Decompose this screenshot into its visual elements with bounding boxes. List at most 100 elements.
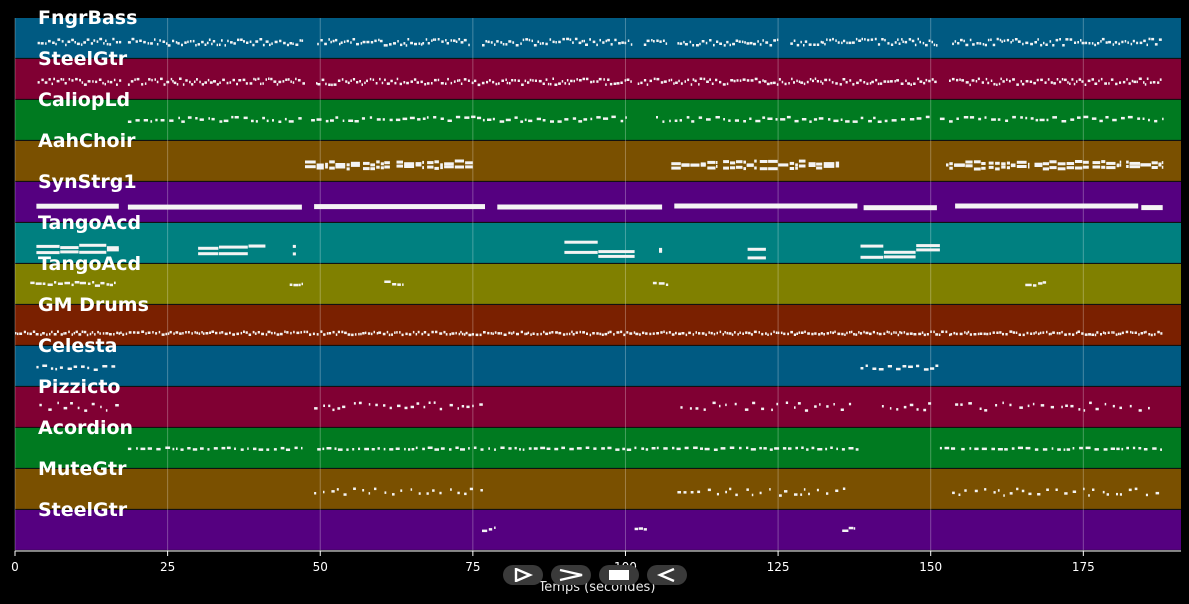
fast-forward-button[interactable] bbox=[551, 565, 591, 585]
note bbox=[90, 42, 93, 45]
note bbox=[42, 282, 46, 285]
note bbox=[358, 447, 361, 451]
note bbox=[295, 77, 297, 81]
note bbox=[42, 332, 45, 335]
note bbox=[790, 42, 793, 45]
note bbox=[825, 447, 828, 451]
note bbox=[455, 446, 459, 449]
note bbox=[917, 37, 919, 41]
note bbox=[1028, 162, 1030, 166]
note bbox=[404, 406, 408, 410]
note bbox=[1006, 38, 1010, 42]
note bbox=[593, 447, 597, 450]
note bbox=[94, 333, 96, 336]
note bbox=[996, 83, 998, 86]
note bbox=[705, 333, 707, 336]
note bbox=[453, 80, 456, 83]
note bbox=[316, 333, 319, 336]
note bbox=[420, 80, 423, 84]
note bbox=[213, 447, 218, 450]
note bbox=[938, 333, 941, 336]
note bbox=[652, 332, 655, 335]
note bbox=[896, 367, 901, 371]
note bbox=[887, 365, 892, 368]
note bbox=[44, 81, 48, 84]
note bbox=[1126, 160, 1129, 164]
note bbox=[209, 81, 213, 84]
note bbox=[1153, 333, 1156, 336]
note bbox=[816, 43, 820, 46]
note bbox=[1148, 118, 1150, 122]
note bbox=[1160, 448, 1162, 451]
note bbox=[1030, 42, 1033, 46]
note bbox=[443, 330, 446, 334]
note bbox=[1091, 42, 1094, 45]
note bbox=[877, 120, 882, 123]
note bbox=[791, 77, 793, 81]
note bbox=[246, 41, 249, 44]
note bbox=[53, 77, 55, 81]
note bbox=[974, 489, 978, 493]
note bbox=[735, 39, 739, 42]
note bbox=[699, 77, 703, 80]
note bbox=[262, 116, 265, 120]
note bbox=[501, 79, 504, 82]
note bbox=[328, 83, 331, 86]
note bbox=[84, 409, 88, 412]
note bbox=[427, 165, 434, 169]
note bbox=[161, 333, 165, 336]
note bbox=[704, 447, 710, 451]
note bbox=[48, 408, 52, 411]
note bbox=[767, 117, 773, 120]
note bbox=[975, 80, 978, 83]
note bbox=[808, 43, 812, 46]
note bbox=[406, 81, 409, 85]
note bbox=[788, 447, 792, 450]
note bbox=[798, 159, 806, 163]
note bbox=[95, 80, 98, 84]
note bbox=[492, 117, 495, 121]
note bbox=[561, 446, 565, 450]
note bbox=[57, 330, 59, 333]
note bbox=[596, 332, 599, 335]
rewind-button[interactable] bbox=[647, 565, 687, 585]
note bbox=[793, 333, 796, 336]
note bbox=[422, 166, 424, 170]
note bbox=[1018, 333, 1021, 336]
note bbox=[529, 78, 532, 82]
note bbox=[286, 43, 289, 47]
note bbox=[1019, 406, 1023, 409]
note bbox=[706, 80, 709, 83]
track-notes bbox=[36, 240, 940, 260]
note bbox=[816, 166, 823, 170]
note bbox=[60, 246, 79, 250]
note bbox=[285, 448, 291, 451]
note bbox=[758, 331, 760, 334]
note bbox=[463, 78, 467, 81]
stop-button[interactable] bbox=[599, 565, 639, 585]
note bbox=[514, 446, 517, 450]
note bbox=[512, 41, 515, 44]
note bbox=[279, 332, 283, 336]
note bbox=[859, 79, 862, 82]
note bbox=[916, 408, 919, 411]
note bbox=[564, 250, 598, 254]
note bbox=[383, 447, 386, 451]
note bbox=[604, 332, 608, 336]
note bbox=[894, 41, 897, 44]
note bbox=[903, 331, 906, 334]
note bbox=[170, 77, 173, 81]
note bbox=[637, 82, 640, 85]
note bbox=[370, 163, 375, 167]
play-forward-button[interactable] bbox=[503, 565, 543, 585]
note bbox=[796, 332, 798, 335]
note bbox=[322, 447, 325, 451]
note bbox=[1145, 330, 1147, 334]
note bbox=[872, 330, 875, 334]
note bbox=[36, 203, 119, 209]
note bbox=[945, 330, 948, 334]
note bbox=[574, 37, 578, 41]
note bbox=[330, 40, 332, 44]
note bbox=[509, 82, 511, 85]
note bbox=[1006, 78, 1008, 81]
